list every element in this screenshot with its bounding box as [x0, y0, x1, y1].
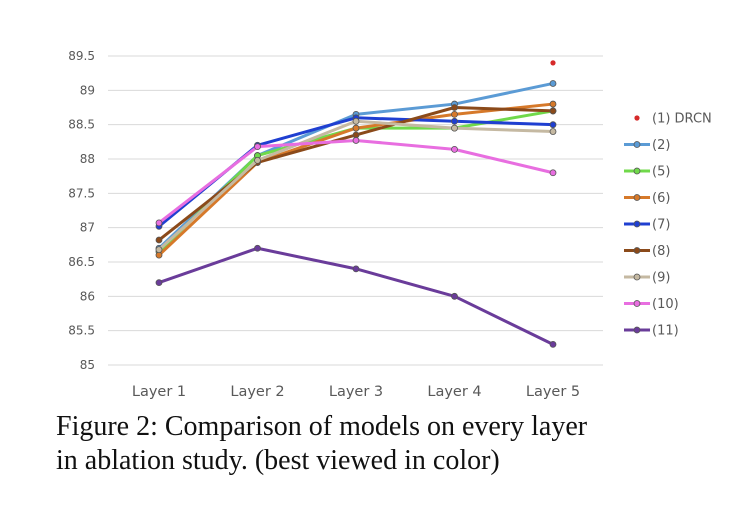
legend-item: (7) — [624, 218, 670, 233]
legend-label: (5) — [652, 165, 670, 180]
y-tick-label: 87 — [80, 221, 95, 235]
y-tick-label: 85.5 — [68, 324, 95, 338]
y-tick-label: 87.5 — [68, 186, 95, 200]
data-point — [549, 80, 557, 87]
legend-label: (1) DRCN — [652, 112, 712, 127]
x-axis-ticks: Layer 1 Layer 2 Layer 3 Layer 4 Layer 5 — [132, 384, 580, 400]
y-tick-label: 89.5 — [68, 49, 95, 63]
figure-caption: Figure 2: Comparison of models on every … — [56, 410, 746, 478]
data-point — [451, 124, 458, 132]
data-point — [451, 117, 458, 125]
x-tick-label: Layer 1 — [132, 384, 186, 400]
grid — [108, 55, 603, 366]
x-tick-label: Layer 4 — [427, 384, 481, 400]
data-point — [549, 121, 557, 129]
series-7 — [155, 117, 557, 254]
data-point — [155, 279, 163, 287]
legend-item: (9) — [624, 271, 670, 286]
data-point — [254, 143, 261, 151]
x-tick-label: Layer 5 — [526, 384, 580, 400]
legend-label: (8) — [652, 244, 670, 259]
x-tick-label: Layer 2 — [230, 384, 284, 400]
y-tick-label: 86.5 — [68, 255, 95, 269]
y-axis-ticks: 85 85.5 86 86.5 87 87.5 88 88.5 89 89.5 — [68, 49, 95, 372]
series-line — [157, 138, 555, 225]
legend-marker — [633, 273, 641, 281]
legend-label: (9) — [652, 271, 670, 286]
data-point — [451, 110, 458, 118]
y-tick-label: 86 — [80, 289, 95, 303]
legend-item: (6) — [624, 191, 670, 206]
legend-item: (8) — [624, 244, 670, 259]
data-point — [451, 145, 458, 153]
legend-marker — [633, 167, 641, 175]
legend-marker — [633, 141, 641, 148]
data-point — [352, 137, 360, 144]
legend-marker — [633, 300, 641, 307]
legend-item: (5) — [624, 165, 670, 180]
legend-item: (10) — [624, 297, 679, 312]
series-lines — [155, 60, 557, 348]
legend-marker — [633, 194, 641, 201]
data-point — [352, 117, 360, 125]
data-point — [549, 169, 557, 177]
data-point — [451, 104, 458, 111]
legend-label: (10) — [652, 297, 679, 312]
legend-item: (1) DRCN — [634, 112, 712, 127]
y-tick-label: 88.5 — [68, 118, 95, 132]
legend-label: (2) — [652, 138, 670, 153]
data-point — [549, 340, 557, 348]
legend-label: (6) — [652, 191, 670, 206]
data-point — [549, 100, 557, 108]
series-9 — [155, 244, 557, 348]
legend-marker — [633, 326, 641, 334]
legend-marker — [634, 115, 640, 121]
legend-marker — [633, 247, 641, 254]
data-point — [254, 244, 261, 252]
data-point — [155, 219, 163, 227]
data-point — [352, 124, 360, 132]
data-point — [549, 128, 557, 135]
series-2 — [155, 80, 557, 252]
y-tick-label: 88 — [80, 152, 95, 166]
caption-line-1: Figure 2: Comparison of models on every … — [56, 411, 588, 442]
legend: (1) DRCN (2) (5) (6) (7) (8) (9) (10) (11) — [624, 112, 712, 339]
data-point — [155, 236, 163, 244]
series-1 — [550, 60, 556, 66]
data-point — [550, 60, 556, 66]
legend-label: (11) — [652, 324, 679, 339]
caption-line-2: in ablation study. (best viewed in color… — [56, 445, 500, 476]
legend-item: (11) — [624, 324, 679, 339]
data-point — [254, 156, 261, 164]
data-point — [155, 246, 163, 254]
legend-marker — [633, 220, 641, 228]
legend-item: (2) — [624, 138, 670, 153]
y-tick-label: 89 — [80, 83, 95, 97]
x-tick-label: Layer 3 — [329, 384, 383, 400]
series-8 — [155, 137, 557, 227]
y-tick-label: 85 — [80, 358, 95, 372]
data-point — [352, 265, 360, 273]
legend-label: (7) — [652, 218, 670, 233]
data-point — [451, 292, 458, 300]
data-point — [549, 107, 557, 115]
